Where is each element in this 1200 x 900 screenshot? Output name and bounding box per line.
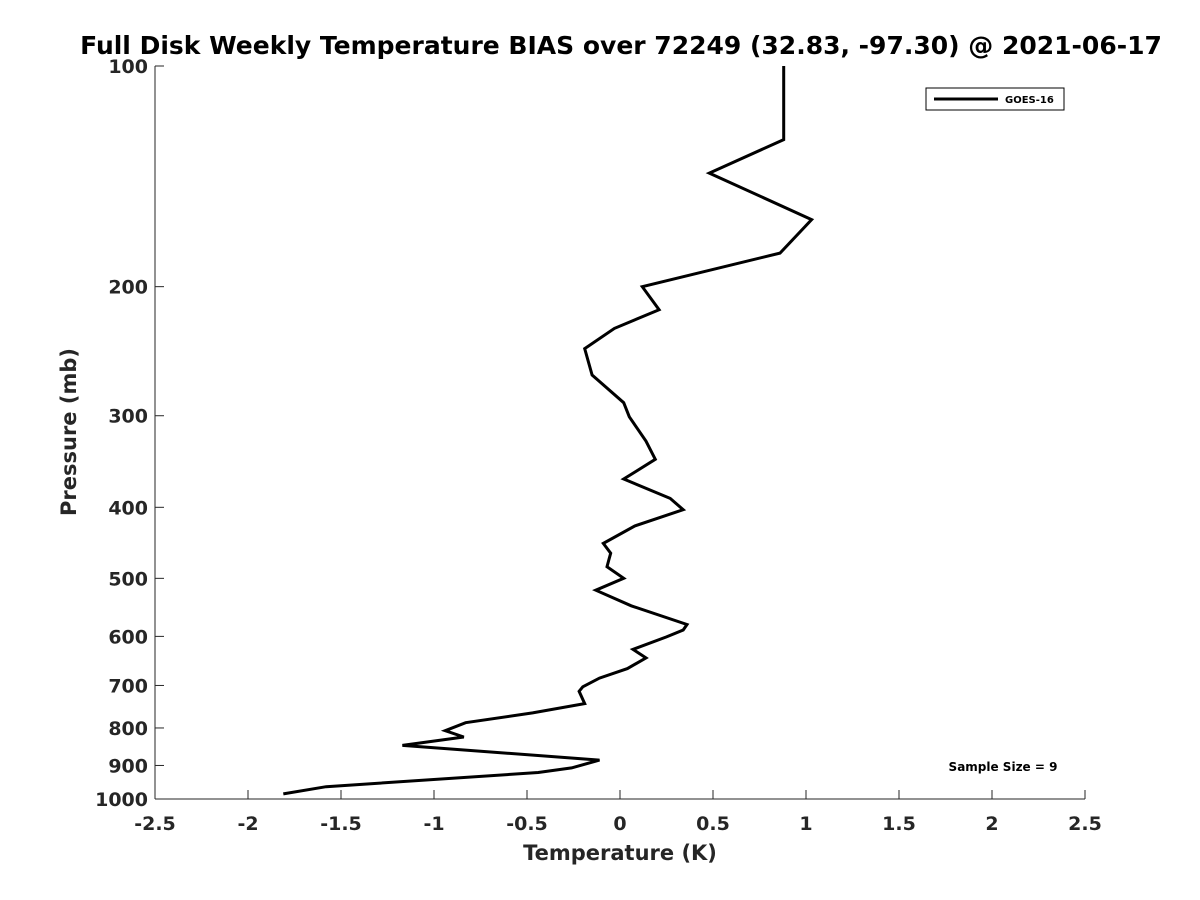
x-tick-label: -1 <box>423 813 444 835</box>
x-tick-label: -2 <box>237 813 258 835</box>
x-tick-label: -1.5 <box>320 813 362 835</box>
x-tick-label: -2.5 <box>134 813 176 835</box>
x-axis-ticks: -2.5 -2 -1.5 -1 -0.5 0 0.5 1 1.5 2 2.5 <box>134 790 1102 835</box>
y-tick-label: 600 <box>108 626 148 648</box>
y-tick-label: 800 <box>108 718 148 740</box>
series-layer <box>283 66 815 796</box>
series-line-goes-16 <box>283 66 815 796</box>
x-tick-label: -0.5 <box>506 813 548 835</box>
legend-label-goes-16: GOES-16 <box>1005 95 1054 106</box>
x-tick-label: 2.5 <box>1068 813 1102 835</box>
y-tick-label: 900 <box>108 755 148 777</box>
x-tick-label: 0.5 <box>696 813 730 835</box>
y-axis-label: Pressure (mb) <box>57 348 81 516</box>
y-tick-label: 200 <box>108 277 148 299</box>
plot-background <box>155 66 1085 799</box>
legend: GOES-16 <box>925 87 1065 111</box>
chart-title: Full Disk Weekly Temperature BIAS over 7… <box>80 31 1162 60</box>
x-tick-label: 1 <box>799 813 812 835</box>
x-tick-label: 2 <box>985 813 998 835</box>
y-axis-ticks: 100 200 300 400 500 600 700 800 900 1000 <box>95 56 164 811</box>
y-tick-label: 1000 <box>95 789 148 811</box>
y-tick-label: 100 <box>108 56 148 78</box>
y-tick-label: 400 <box>108 497 148 519</box>
x-axis-label: Temperature (K) <box>523 841 717 865</box>
y-tick-label: 300 <box>108 406 148 428</box>
x-tick-label: 0 <box>613 813 626 835</box>
x-tick-label: 1.5 <box>882 813 916 835</box>
y-tick-label: 500 <box>108 568 148 590</box>
plot-area <box>155 66 1085 799</box>
sample-size-annotation: Sample Size = 9 <box>949 760 1058 774</box>
y-tick-label: 700 <box>108 675 148 697</box>
